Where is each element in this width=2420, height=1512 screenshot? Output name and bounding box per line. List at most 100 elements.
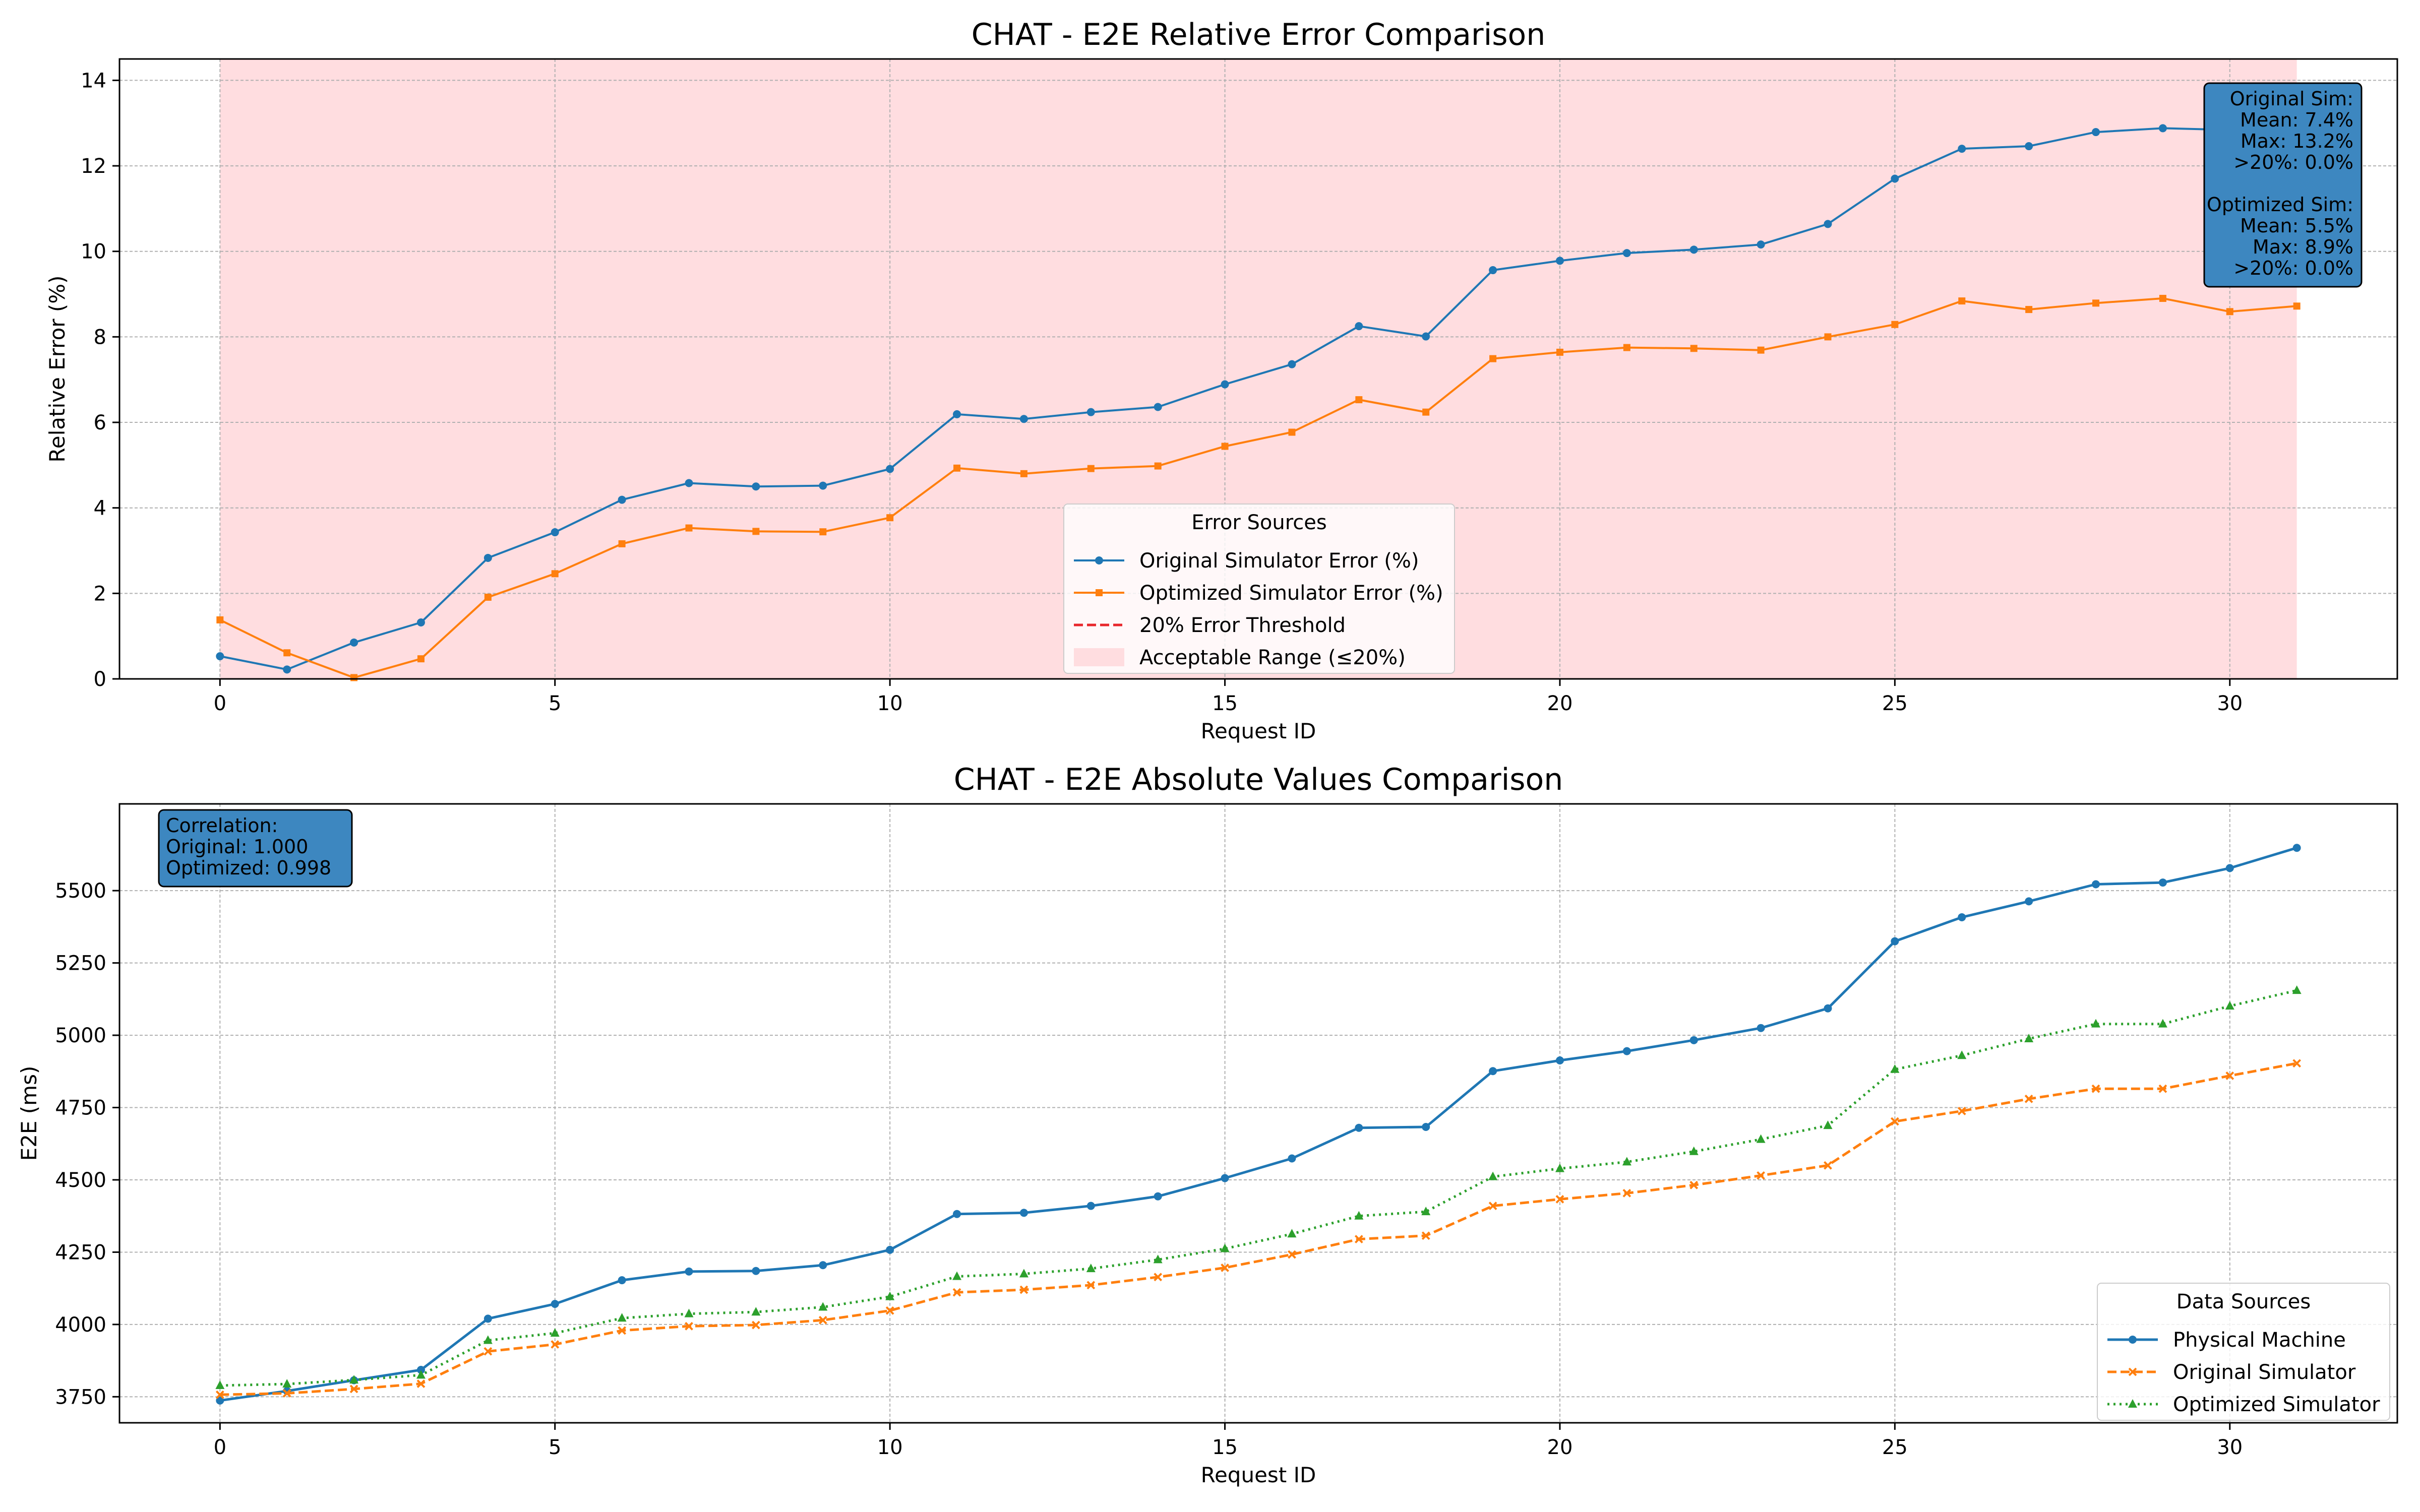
legend-label: Optimized Simulator Error (%) (1139, 582, 1443, 605)
data-point-0 (483, 1314, 492, 1323)
data-point-1 (1421, 1231, 1430, 1240)
data-point-1 (953, 464, 961, 472)
x-tick-label: 15 (1212, 1436, 1238, 1459)
data-point-1 (1555, 1195, 1564, 1204)
y-axis-label: E2E (ms) (17, 1066, 41, 1161)
data-point-1 (2159, 295, 2166, 302)
series-line-0 (219, 846, 2297, 1402)
absolute-values-chart: 0 5 10 15 20 25 30 3750 4000 4250 4500 4750 5000 5250… (17, 762, 2398, 1487)
data-point-2 (416, 1370, 426, 1379)
data-point-2 (1287, 1229, 1297, 1238)
stats-line: Correlation: (166, 814, 278, 837)
data-point-0 (1958, 913, 1966, 921)
data-point-2 (952, 1271, 962, 1280)
chart-title: CHAT - E2E Absolute Values Comparison (954, 762, 1563, 797)
x-tick-label: 0 (214, 692, 226, 715)
data-point-1 (885, 1306, 894, 1315)
series-line-2 (220, 989, 2297, 1387)
data-point-1 (1154, 1273, 1163, 1282)
data-point-1 (1154, 462, 1162, 470)
data-point-0 (416, 1365, 425, 1374)
data-point-0 (1154, 403, 1162, 411)
data-point-1 (2158, 1084, 2167, 1093)
data-point-2 (2158, 1019, 2167, 1028)
data-point-0 (1422, 332, 1430, 341)
data-point-1 (1086, 1281, 1096, 1290)
legend-label: Original Simulator (2173, 1361, 2356, 1384)
y-tick-label: 2 (94, 582, 106, 605)
data-point-2 (885, 1291, 895, 1300)
data-point-1 (2293, 302, 2301, 310)
x-tick-label: 10 (877, 1436, 903, 1459)
stats-box-background (2203, 82, 2363, 288)
data-point-0 (2158, 878, 2167, 887)
data-point-0 (1221, 1174, 1229, 1182)
data-point-0 (1355, 1123, 1363, 1132)
data-point-0 (752, 482, 760, 491)
data-point-1 (484, 593, 492, 601)
data-point-1 (483, 1347, 493, 1356)
data-point-0 (1689, 1036, 1698, 1044)
data-point-0 (752, 1267, 760, 1275)
data-point-2 (617, 1313, 627, 1322)
data-point-1 (685, 1321, 693, 1331)
x-tick-label: 30 (2217, 1436, 2243, 1459)
data-point-0 (1489, 266, 1497, 275)
legend-marker (2128, 1399, 2137, 1408)
stats-line: >20%: 0.0% (2233, 257, 2353, 279)
data-point-2 (215, 1380, 225, 1389)
data-point-1 (1556, 348, 1563, 356)
data-point-1 (2226, 308, 2233, 316)
x-tick-label: 20 (1547, 1436, 1573, 1459)
data-point-1 (2024, 1094, 2033, 1103)
data-point-2 (1220, 1243, 1230, 1252)
stats-box: Original Sim:Mean: 7.4%Max: 13.2%>20%: 0… (2203, 82, 2363, 288)
stats-line: Original Sim: (2230, 88, 2353, 110)
data-point-1 (2292, 1059, 2302, 1068)
legend: Data Sources Physical Machine Original Sim… (2097, 1283, 2390, 1421)
data-point-0 (2292, 844, 2301, 852)
data-point-1 (1957, 1106, 1966, 1115)
data-point-1 (417, 655, 425, 663)
data-point-1 (1221, 1264, 1229, 1272)
stats-box-background (158, 809, 353, 888)
data-point-1 (2225, 1071, 2234, 1080)
data-point-1 (1355, 396, 1363, 404)
data-point-0 (1689, 245, 1698, 254)
data-point-0 (216, 1396, 224, 1405)
stats-line: Mean: 5.5% (2240, 215, 2353, 237)
data-point-0 (2225, 864, 2234, 872)
data-point-0 (886, 1245, 894, 1254)
x-tick-label: 25 (1882, 692, 1908, 715)
data-point-0 (2092, 128, 2100, 137)
data-point-2 (1421, 1207, 1431, 1216)
x-tick-label: 15 (1212, 692, 1238, 715)
data-point-0 (1086, 1202, 1095, 1210)
data-point-1 (551, 570, 559, 578)
data-point-0 (551, 528, 559, 537)
data-point-1 (551, 1340, 560, 1349)
data-point-1 (1087, 465, 1095, 472)
data-point-1 (751, 1320, 760, 1330)
data-point-0 (551, 1300, 559, 1308)
data-point-1 (1824, 333, 1832, 341)
x-tick-label: 25 (1882, 1436, 1908, 1459)
data-point-1 (1489, 355, 1497, 362)
x-tick-label: 30 (2217, 692, 2243, 715)
data-point-1 (283, 649, 291, 657)
data-point-2 (1957, 1050, 1967, 1059)
data-point-0 (1422, 1122, 1430, 1131)
data-point-1 (1623, 344, 1630, 351)
stats-line: Optimized Sim: (2207, 194, 2353, 216)
data-point-0 (1019, 415, 1028, 423)
data-point-2 (1019, 1269, 1028, 1278)
data-point-0 (1555, 1056, 1564, 1064)
y-tick-label: 10 (81, 240, 106, 264)
data-point-1 (1690, 345, 1698, 352)
data-point-1 (2025, 306, 2033, 313)
data-point-1 (2092, 299, 2100, 307)
data-point-0 (1154, 1192, 1162, 1201)
data-point-2 (1086, 1264, 1096, 1273)
data-point-1 (1757, 346, 1765, 354)
data-point-1 (2091, 1084, 2100, 1093)
